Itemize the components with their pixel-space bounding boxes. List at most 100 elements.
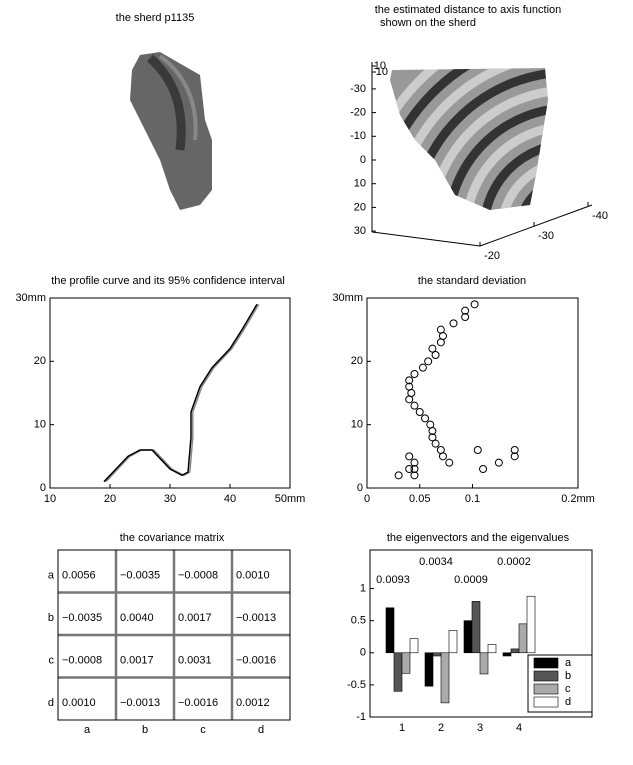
chart-title: the eigenvectors and the eigenvalues [387, 532, 570, 544]
cell-value: −0.0035 [120, 569, 160, 581]
point [416, 409, 423, 416]
eigenvalue-label: 0.0093 [376, 574, 410, 586]
y-tick-label: -20 [350, 107, 366, 119]
row-label: a [48, 569, 55, 581]
cell-value: −0.0016 [178, 697, 218, 709]
column-label: a [84, 724, 91, 736]
legend-label: d [565, 696, 571, 708]
chart-title: the profile curve and its 95% confidence… [51, 275, 285, 287]
eigenvalue-label: 0.0034 [419, 556, 453, 568]
x-tick-label: 30 [164, 493, 176, 505]
plot-frame [50, 298, 290, 488]
point [395, 472, 402, 479]
point [495, 459, 502, 466]
point [432, 352, 439, 359]
row-label: b [48, 612, 54, 624]
point [474, 447, 481, 454]
cell-value: 0.0017 [120, 654, 154, 666]
y-tick-label: -10 [350, 130, 366, 142]
point [450, 320, 457, 327]
legend-label: a [565, 657, 572, 669]
cell-value: −0.0013 [236, 612, 276, 624]
y-tick-label: 20 [351, 355, 363, 367]
point [411, 371, 418, 378]
bar [511, 649, 519, 653]
column-label: d [258, 724, 264, 736]
bar [503, 653, 511, 656]
y-tick-label: 30mm [15, 292, 46, 304]
cell-value: 0.0031 [178, 654, 212, 666]
legend-swatch [534, 684, 558, 694]
bar [527, 596, 535, 653]
y-tick-label: 30 [354, 225, 366, 237]
x-tick-label: 40 [224, 493, 236, 505]
column-label: c [200, 724, 206, 736]
x-tick-label: 20 [104, 493, 116, 505]
y-tick-label: 20 [34, 355, 46, 367]
cell-value: 0.0010 [62, 697, 96, 709]
cell-value: −0.0008 [62, 654, 102, 666]
row-label: c [49, 654, 55, 666]
chart-title: the sherd p1135 [116, 12, 195, 24]
y-tick-label: 10 [351, 419, 363, 431]
point [406, 453, 413, 460]
cell-value: −0.0035 [62, 612, 102, 624]
bar [394, 653, 402, 692]
cell-value: −0.0008 [178, 569, 218, 581]
y-tick-label: 0 [40, 482, 46, 494]
bar [386, 608, 394, 653]
legend-swatch [534, 658, 558, 668]
legend-label: c [565, 683, 571, 695]
point [419, 364, 426, 371]
bar [480, 653, 488, 674]
bar [402, 653, 410, 674]
eigenvalue-label: 0.0002 [497, 556, 531, 568]
chart-title: the estimated distance to axis function [375, 4, 562, 16]
y-tick-label: 0 [360, 647, 366, 659]
cell-value: −0.0016 [236, 654, 276, 666]
figure: the eigenvectors and the eigenvalues -1 -0… [0, 0, 633, 765]
y-tick-label: 0.5 [351, 615, 366, 627]
cell-value: 0.0056 [62, 569, 96, 581]
legend-label: b [565, 670, 571, 682]
bar [488, 644, 496, 652]
y-tick-label: 10 [354, 178, 366, 190]
row-label: d [48, 697, 54, 709]
bar [519, 624, 527, 653]
legend-swatch [534, 697, 558, 707]
legend-swatch [534, 671, 558, 681]
cell-value: 0.0012 [236, 697, 270, 709]
x-tick-label: -30 [538, 230, 554, 242]
column-label: b [142, 724, 148, 736]
z-tick-label: -10 [372, 66, 388, 78]
point [425, 358, 432, 365]
y-tick-label: 0 [357, 482, 363, 494]
bar [410, 639, 418, 653]
bar [441, 653, 449, 703]
bar [433, 653, 441, 656]
bar [425, 653, 433, 686]
page: {"chart_data": [ {"type": "image", "titl… [0, 0, 633, 765]
y-tick-label: -30 [350, 83, 366, 95]
x-tick-label: 0.2mm [561, 493, 595, 505]
y-tick-label: -0.5 [347, 679, 366, 691]
cell-value: 0.0017 [178, 612, 212, 624]
point [439, 453, 446, 460]
x-tick-label: 3 [477, 722, 483, 734]
point [422, 415, 429, 422]
plot-frame [367, 298, 578, 488]
chart-title: the covariance matrix [120, 532, 225, 544]
point [437, 339, 444, 346]
bar [464, 621, 472, 653]
sherd-image [130, 52, 212, 210]
cell-value: 0.0040 [120, 612, 154, 624]
x-tick-label: 0.05 [409, 493, 430, 505]
point [446, 459, 453, 466]
y-tick-label: 0 [360, 154, 366, 166]
y-tick-label: 10 [34, 419, 46, 431]
chart-title: the standard deviation [418, 275, 526, 287]
y-tick-label: -1 [356, 711, 366, 723]
surface-image [358, 18, 633, 442]
x-tick-label: 4 [516, 722, 522, 734]
point [480, 466, 487, 473]
